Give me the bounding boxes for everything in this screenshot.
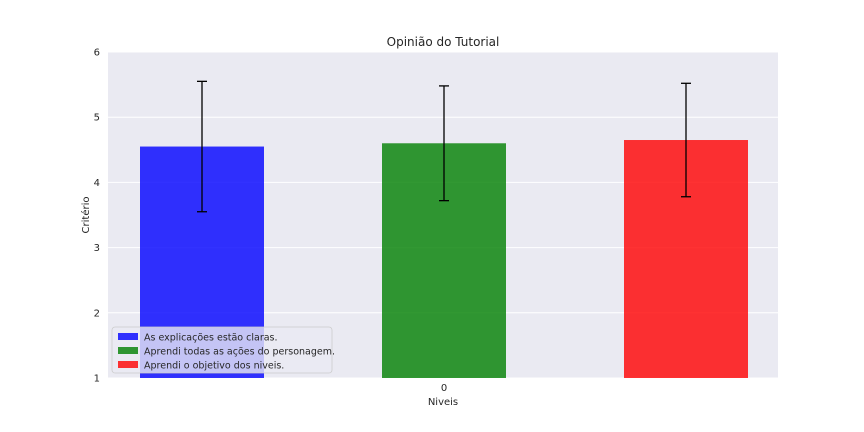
x-axis-label: Niveis (428, 397, 458, 408)
y-tick-label: 5 (94, 113, 100, 124)
error-bar (197, 80, 207, 213)
legend-label: Aprendi o objetivo dos niveis. (144, 361, 284, 372)
y-tick-label: 1 (94, 374, 100, 385)
legend-item: Aprendi o objetivo dos niveis. (118, 361, 284, 372)
legend-box (111, 326, 333, 374)
y-tick-label: 2 (94, 308, 100, 319)
x-axis-ticks: 0 (441, 383, 447, 394)
legend-swatch (118, 361, 138, 368)
legend-label: Aprendi todas as ações do personagem. (144, 347, 335, 358)
error-bar (439, 85, 449, 202)
x-tick-label: 0 (441, 383, 447, 394)
legend-swatch (118, 347, 138, 354)
y-tick-label: 6 (94, 48, 100, 59)
error-bar (681, 82, 691, 198)
legend: As explicações estão claras. Aprendi toda… (111, 326, 335, 374)
y-tick-label: 4 (94, 178, 100, 189)
legend-item: As explicações estão claras. (118, 333, 278, 344)
legend-item: Aprendi todas as ações do personagem. (118, 347, 335, 358)
error-bars (197, 80, 691, 213)
legend-swatch (118, 333, 138, 340)
y-tick-label: 3 (94, 243, 100, 254)
legend-label: As explicações estão claras. (144, 333, 278, 344)
y-axis-ticks: 1 2 3 4 5 6 (94, 48, 100, 385)
y-axis-label: Critério (80, 197, 92, 234)
chart-title: Opinião do Tutorial (387, 35, 500, 49)
